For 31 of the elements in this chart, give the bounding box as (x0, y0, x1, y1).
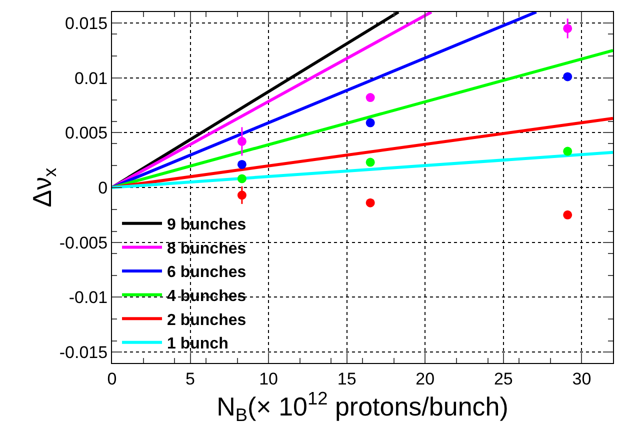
legend-label: 8 bunches (167, 240, 246, 258)
x-tick-label: 25 (494, 369, 513, 388)
y-tick-label: -0.01 (68, 288, 108, 308)
x-tick-label: 15 (337, 369, 356, 388)
point (366, 118, 375, 128)
y-tick-label: 0.01 (74, 68, 108, 88)
x-axis-title: N$_{B}$(× 10$^{12}$ protons/bunch) (216, 388, 508, 425)
x-tick-label: 30 (572, 369, 592, 388)
point (237, 160, 246, 169)
legend-label: 9 bunches (167, 216, 246, 234)
x-tick-label: 5 (186, 369, 196, 388)
point (366, 158, 375, 167)
point (237, 174, 246, 184)
point (366, 198, 375, 208)
point (237, 190, 246, 200)
point (563, 24, 572, 33)
y-tick-label: -0.015 (59, 342, 108, 362)
point (366, 93, 375, 102)
legend-label: 1 bunch (167, 336, 228, 353)
point (563, 210, 572, 220)
y-tick-label: -0.005 (59, 233, 108, 252)
legend-label: 6 bunches (167, 264, 246, 282)
point (563, 146, 572, 156)
y-tick-label: 0.005 (65, 124, 108, 143)
x-tick-label: 20 (416, 369, 435, 388)
y-tick-label: 0.015 (65, 14, 108, 33)
point (563, 72, 572, 82)
legend-label: 2 bunches (167, 312, 246, 329)
point (237, 136, 246, 146)
y-tick-label: 0 (98, 178, 108, 198)
x-tick-label: 10 (259, 369, 278, 388)
